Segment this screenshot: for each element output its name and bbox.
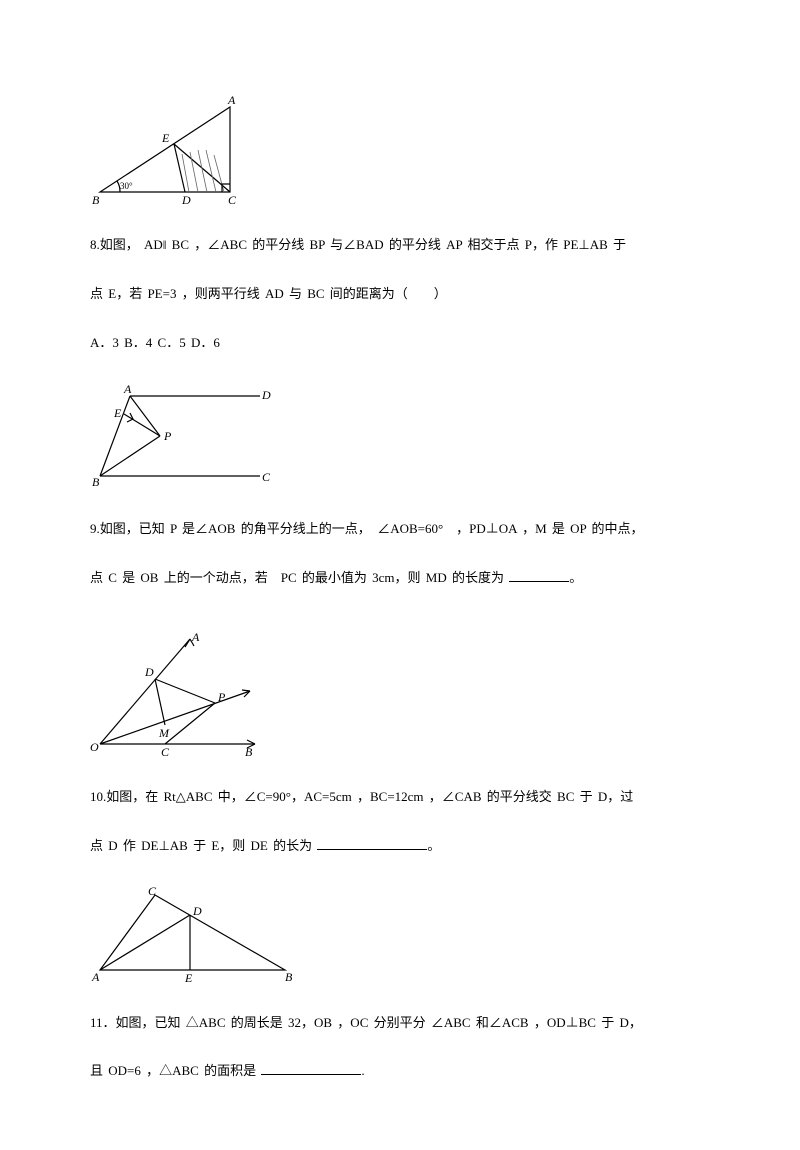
- q8-line2: 点 E，若 PE=3 ，则两平行线 AD 与 BC 间的距离为（ ）: [90, 284, 710, 305]
- label-D: D: [144, 665, 154, 679]
- label-D: D: [261, 388, 271, 402]
- figure-8: A D B C E P: [90, 381, 710, 491]
- label-C: C: [148, 885, 157, 898]
- label-E: E: [184, 971, 193, 985]
- q9-line1: 9.如图，已知 P 是∠AOB 的角平分线上的一点， ∠AOB=60° ，PD⊥…: [90, 519, 710, 540]
- page: A B C D E 30° 8.如图， AD‖ BC ，∠ABC 的平分线 BP…: [0, 0, 800, 1150]
- q11-line2-text: 且 OD=6 ，△ABC 的面积是: [90, 1063, 261, 1078]
- label-A: A: [227, 93, 236, 107]
- label-C: C: [161, 745, 170, 759]
- q11-suffix: .: [361, 1063, 364, 1078]
- angle-30: 30°: [120, 181, 133, 191]
- figure-7: A B C D E 30°: [90, 92, 710, 207]
- q10-line1: 10.如图，在 Rt△ABC 中，∠C=90°，AC=5cm ，BC=12cm …: [90, 787, 710, 808]
- label-P: P: [163, 429, 172, 443]
- label-A: A: [91, 970, 100, 984]
- q9-line2: 点 C 是 OB 上的一个动点，若 PC 的最小值为 3cm，则 MD 的长度为…: [90, 568, 710, 589]
- label-B: B: [92, 475, 100, 489]
- label-M: M: [158, 726, 170, 740]
- label-B: B: [245, 745, 253, 759]
- label-A: A: [123, 382, 132, 396]
- q9-suffix: 。: [569, 570, 582, 585]
- figure-9: O A B C D M P: [90, 629, 710, 759]
- label-B: B: [92, 193, 100, 207]
- label-C: C: [228, 193, 237, 207]
- label-C: C: [262, 470, 271, 484]
- q11-blank: [261, 1061, 361, 1075]
- q10-line2: 点 D 作 DE⊥AB 于 E，则 DE 的长为 。: [90, 836, 710, 857]
- q10-line2-text: 点 D 作 DE⊥AB 于 E，则 DE 的长为: [90, 838, 317, 853]
- label-E: E: [161, 131, 170, 145]
- q8-line1: 8.如图， AD‖ BC ，∠ABC 的平分线 BP 与∠BAD 的平分线 AP…: [90, 235, 710, 256]
- label-P: P: [217, 690, 226, 704]
- label-O: O: [90, 740, 99, 754]
- q8-options: A．3 B．4 C．5 D．6: [90, 333, 710, 354]
- q11-line2: 且 OD=6 ，△ABC 的面积是 .: [90, 1061, 710, 1082]
- figure-10: A B C D E: [90, 885, 710, 985]
- q10-blank: [317, 836, 427, 850]
- q11-line1: 11．如图，已知 △ABC 的周长是 32，OB ，OC 分别平分 ∠ABC 和…: [90, 1013, 710, 1034]
- label-E: E: [113, 406, 122, 420]
- q9-line2-text: 点 C 是 OB 上的一个动点，若 PC 的最小值为 3cm，则 MD 的长度为: [90, 570, 509, 585]
- label-D: D: [181, 193, 191, 207]
- label-B: B: [285, 970, 293, 984]
- label-A: A: [191, 630, 200, 644]
- label-D: D: [192, 904, 202, 918]
- q10-suffix: 。: [427, 838, 440, 853]
- q9-blank: [509, 568, 569, 582]
